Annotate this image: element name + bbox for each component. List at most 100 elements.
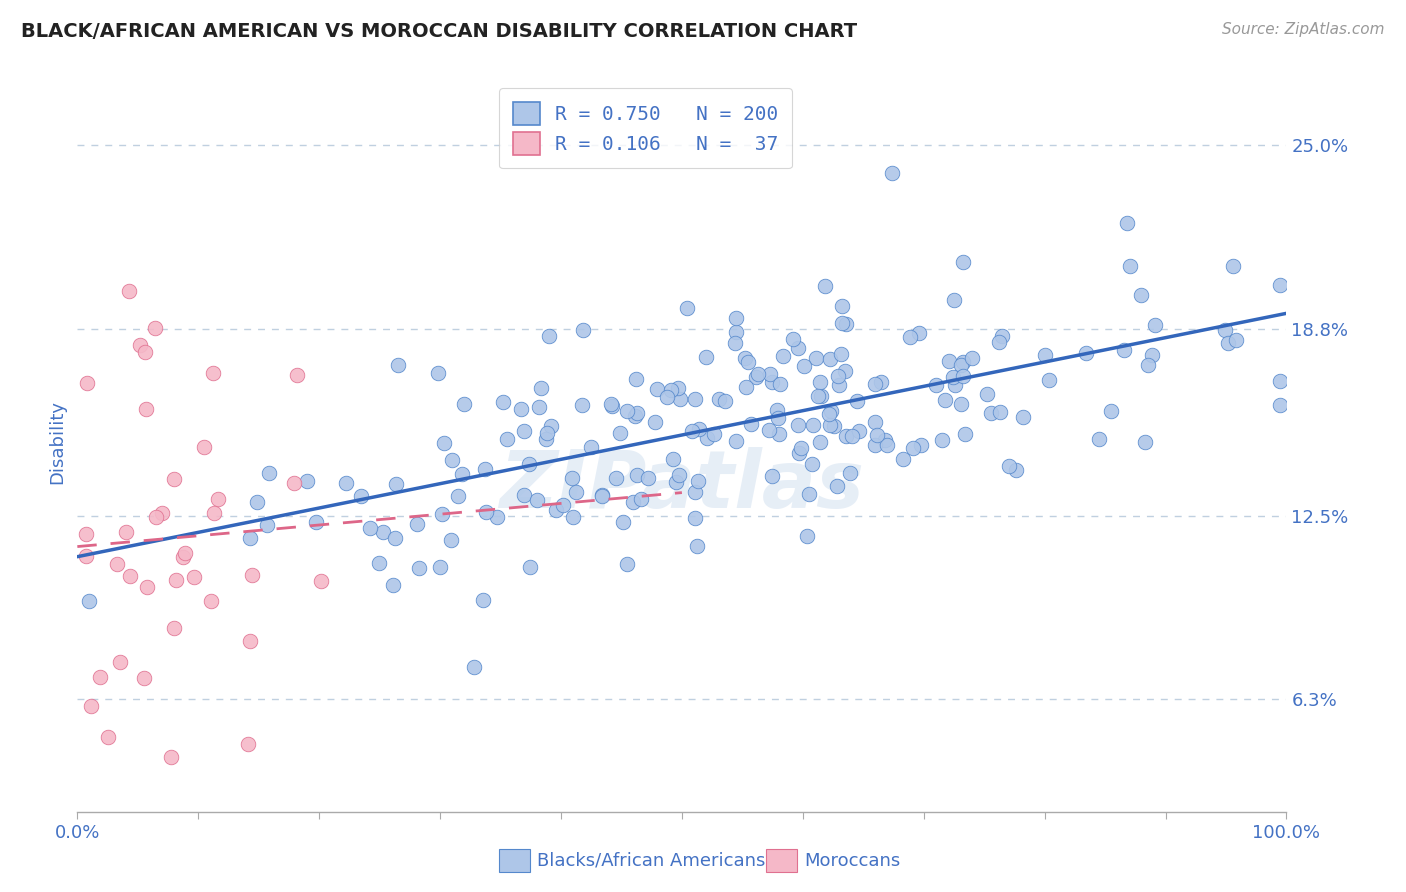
Point (1119, 259, 1142, 273)
Point (818, 407, 841, 421)
Point (683, 511, 706, 525)
Point (661, 452, 683, 467)
Point (740, 417, 762, 431)
Point (998, 458, 1021, 473)
Point (246, 495, 269, 509)
Point (734, 351, 756, 366)
Point (492, 394, 515, 409)
Point (118, 284, 141, 298)
Point (758, 368, 780, 382)
Point (565, 485, 588, 500)
Point (769, 377, 792, 392)
Point (960, 351, 983, 366)
Point (75, 526, 97, 541)
Point (183, 570, 205, 584)
Point (108, 655, 131, 669)
Point (129, 338, 152, 352)
Point (980, 406, 1002, 420)
Point (804, 351, 827, 366)
Point (207, 491, 229, 506)
Point (591, 488, 613, 502)
Point (236, 737, 259, 751)
Point (831, 316, 853, 330)
Point (616, 404, 638, 418)
Point (793, 359, 815, 374)
Point (702, 427, 724, 442)
Point (134, 345, 156, 359)
Point (952, 255, 974, 269)
Point (818, 418, 841, 433)
Point (782, 332, 804, 346)
Point (105, 558, 128, 572)
Point (866, 428, 889, 442)
Point (787, 446, 810, 460)
Point (474, 462, 496, 476)
Point (285, 368, 308, 383)
Point (174, 546, 197, 560)
Point (630, 491, 652, 506)
Point (1133, 434, 1156, 449)
Point (427, 366, 450, 380)
Point (943, 293, 966, 307)
Point (579, 440, 602, 454)
Point (463, 660, 485, 674)
Point (820, 404, 842, 418)
Point (471, 592, 494, 607)
Point (77, 594, 100, 608)
Point (239, 531, 262, 545)
Point (544, 502, 567, 516)
Point (475, 505, 498, 519)
Point (591, 489, 613, 503)
Point (834, 363, 856, 377)
Point (801, 458, 824, 472)
Point (512, 424, 534, 438)
Point (942, 370, 965, 384)
Point (600, 399, 623, 413)
Point (451, 467, 474, 481)
Point (1144, 318, 1167, 332)
Point (761, 375, 783, 389)
Point (368, 556, 391, 570)
Point (810, 435, 832, 450)
Point (952, 354, 974, 368)
Point (659, 383, 682, 397)
Point (526, 492, 548, 507)
Point (803, 417, 825, 432)
Point (440, 453, 463, 467)
Point (510, 402, 533, 417)
Point (876, 438, 898, 452)
Point (949, 397, 972, 411)
Point (827, 377, 849, 392)
Point (695, 350, 717, 364)
Point (440, 533, 463, 547)
Point (808, 375, 831, 389)
Point (257, 466, 280, 480)
Point (163, 621, 186, 635)
Point (385, 477, 408, 491)
Point (359, 521, 381, 535)
Point (239, 634, 262, 648)
Point (869, 376, 891, 390)
Text: Moroccans: Moroccans (804, 852, 900, 870)
Point (1033, 348, 1056, 362)
Point (1099, 404, 1122, 418)
Point (903, 441, 925, 455)
Point (666, 381, 689, 395)
Point (387, 358, 409, 372)
Point (737, 355, 759, 369)
Point (150, 506, 173, 520)
Point (725, 326, 748, 340)
Text: ZIPatlas: ZIPatlas (499, 447, 865, 525)
Point (696, 431, 718, 445)
Point (429, 560, 451, 574)
Point (571, 323, 593, 337)
Point (669, 392, 692, 406)
Point (724, 336, 747, 351)
Point (825, 479, 848, 493)
Point (765, 403, 787, 417)
Point (430, 508, 453, 522)
Point (1213, 323, 1236, 337)
Point (115, 524, 138, 539)
Point (976, 386, 998, 401)
Point (714, 394, 737, 409)
